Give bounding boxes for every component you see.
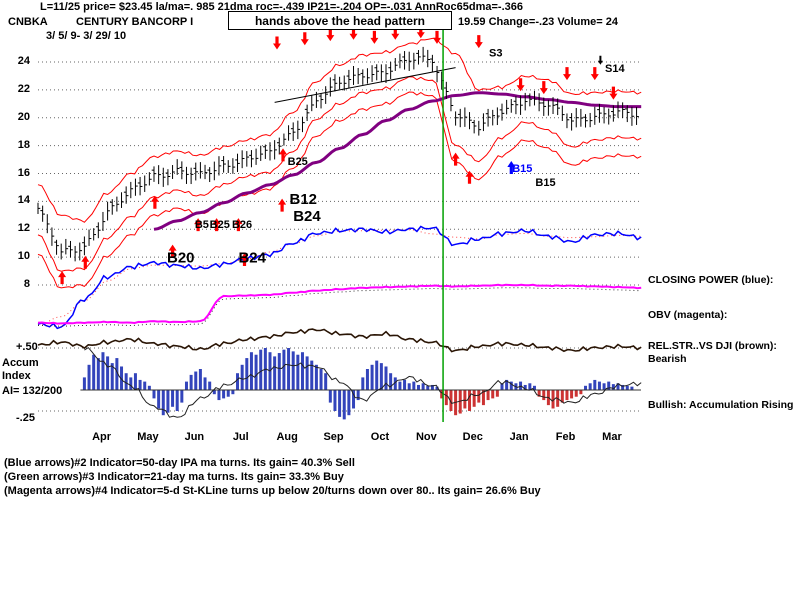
buy-arrow-icon bbox=[240, 253, 249, 266]
month-label: Jan bbox=[509, 431, 529, 443]
accum-axis-lower-tick: -.25 bbox=[16, 412, 35, 424]
trade-signal-label: S14 bbox=[605, 63, 625, 75]
obv-legend: OBV (magenta): bbox=[648, 309, 728, 321]
sell-arrow-icon bbox=[273, 36, 281, 50]
month-label: Sep bbox=[323, 431, 344, 443]
price-bars bbox=[37, 46, 639, 262]
buy-arrow-icon bbox=[451, 152, 460, 166]
month-label: Jul bbox=[232, 431, 249, 443]
sell-arrow-icon bbox=[516, 78, 525, 92]
trade-signal-label: B25 bbox=[210, 219, 230, 231]
buy-arrow-icon bbox=[150, 195, 159, 209]
price-tick-label: 14 bbox=[17, 194, 30, 207]
month-axis: Apr May Jun Jul Aug Sep Oct Nov Dec Jan Feb Mar bbox=[0, 431, 800, 445]
price-tick-label: 24 bbox=[17, 55, 30, 67]
price-tick-label: 22 bbox=[17, 82, 30, 95]
sell-arrow-icon bbox=[539, 81, 548, 95]
trade-signal-label: B5 bbox=[195, 219, 209, 231]
trade-signal-label: B15 bbox=[512, 163, 532, 175]
sell-arrow-icon bbox=[349, 26, 358, 40]
sell-arrow-icon bbox=[609, 86, 618, 100]
buy-arrow-icon bbox=[507, 161, 516, 174]
accum-axis-title-line2: Index bbox=[2, 370, 31, 382]
accum-axis-upper-tick: +.50 bbox=[16, 341, 38, 353]
sell-arrow-icon bbox=[326, 28, 335, 42]
trade-signal-label: S3 bbox=[489, 47, 502, 59]
sell-arrow-icon bbox=[370, 30, 379, 44]
pattern-annotation: hands above the head pattern bbox=[228, 11, 452, 30]
indicator-note-magenta-arrows: (Magenta arrows)#4 Indicator=5-d St-KLin… bbox=[4, 485, 541, 497]
buy-arrow-icon bbox=[168, 244, 177, 258]
quote-readout: 19.59 Change=-.23 Volume= 24 bbox=[458, 16, 618, 28]
pattern-annotation-text: hands above the head pattern bbox=[254, 13, 426, 28]
closing-power-legend: CLOSING POWER (blue): bbox=[648, 274, 774, 286]
accum-axis-title-line1: Accum bbox=[2, 357, 39, 369]
month-label: Dec bbox=[462, 431, 483, 443]
price-tick-label: 8 bbox=[23, 278, 30, 291]
relative-strength-status: Bearish bbox=[648, 353, 687, 365]
trade-signal-label: B12 bbox=[289, 191, 317, 208]
sell-arrow-icon bbox=[391, 26, 400, 40]
month-label: Oct bbox=[370, 431, 390, 443]
buy-arrow-icon bbox=[194, 218, 203, 232]
buy-arrow-icon bbox=[212, 218, 221, 232]
indicator-note-blue-arrows: (Blue arrows)#2 Indicator=50-day IPA ma … bbox=[4, 457, 355, 469]
accumulation-status: Bullish: Accumulation Rising bbox=[648, 399, 794, 411]
sell-arrow-icon bbox=[300, 32, 309, 46]
trade-signal-label: B15 bbox=[535, 177, 555, 189]
indicator-readout-line: L=11/25 price= $23.45 la/ma=. 985 21dma … bbox=[40, 1, 523, 13]
sell-arrow-icon bbox=[433, 30, 441, 44]
trade-signal-label: B20 bbox=[167, 250, 195, 267]
month-label: Feb bbox=[555, 431, 576, 443]
month-label: Jun bbox=[184, 431, 205, 443]
accum-index-value: AI= 132/200 bbox=[2, 385, 63, 397]
buy-arrow-icon bbox=[234, 218, 243, 232]
buy-arrow-icon bbox=[58, 271, 67, 285]
month-label: Nov bbox=[415, 431, 437, 443]
month-label: Mar bbox=[602, 431, 622, 443]
trade-signal-label: B24 bbox=[238, 250, 266, 267]
price-tick-label: 12 bbox=[17, 222, 30, 235]
price-tick-label: 18 bbox=[17, 138, 30, 151]
accumulation-histogram bbox=[80, 346, 642, 420]
buy-arrow-icon bbox=[465, 170, 474, 184]
ticker-symbol: CNBKA bbox=[8, 16, 48, 28]
sell-arrow-icon bbox=[590, 67, 599, 81]
trade-signal-label: B25 bbox=[288, 156, 308, 168]
relative-strength-legend: REL.STR..VS DJI (brown): bbox=[648, 340, 777, 352]
month-label: Aug bbox=[276, 431, 298, 443]
sell-arrow-icon bbox=[597, 55, 603, 65]
sell-arrow-icon bbox=[474, 35, 483, 49]
month-label: May bbox=[137, 431, 159, 443]
company-name: CENTURY BANCORP I bbox=[76, 16, 194, 28]
sell-arrow-icon bbox=[416, 25, 425, 39]
sell-arrow-icon bbox=[563, 67, 571, 81]
buy-arrow-icon bbox=[81, 255, 90, 269]
indicator-lines bbox=[37, 37, 642, 353]
price-tick-label: 16 bbox=[17, 166, 30, 179]
trade-signal-label: B26 bbox=[232, 219, 252, 231]
month-label: Apr bbox=[92, 431, 112, 443]
date-range: 3/ 5/ 9- 3/ 29/ 10 bbox=[46, 30, 127, 42]
trade-signal-label: B24 bbox=[293, 208, 321, 225]
price-tick-label: 10 bbox=[17, 250, 30, 263]
buy-arrow-icon bbox=[278, 198, 287, 212]
buy-arrow-icon bbox=[279, 148, 287, 162]
indicator-note-green-arrows: (Green arrows)#3 Indicator=21-day ma tur… bbox=[4, 471, 344, 483]
price-tick-label: 20 bbox=[17, 110, 30, 123]
